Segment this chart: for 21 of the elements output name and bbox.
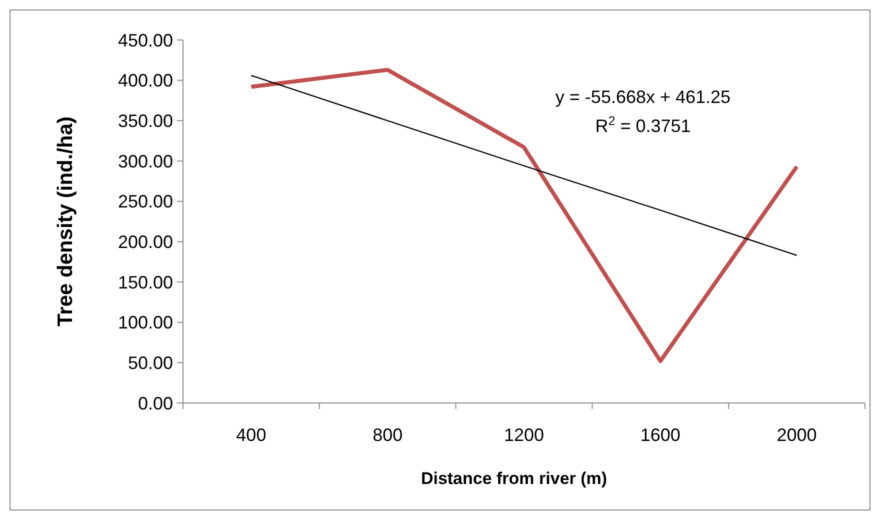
x-axis-title: Distance from river (m) [420, 469, 608, 488]
y-tick-label: 350.00 [118, 110, 173, 131]
y-tick-label: 300.00 [118, 151, 173, 172]
line-series [250, 74, 798, 256]
y-tick-label: 0.00 [138, 393, 173, 414]
line-series [249, 68, 799, 364]
annotation: R$^{2}$ = 0.3751 [595, 114, 691, 136]
y-tick-label: 400.00 [118, 70, 173, 91]
x-tick-label: 400 [236, 425, 266, 445]
y-tick-label: 450.00 [118, 30, 173, 50]
x-tick-label: 1600 [640, 425, 680, 445]
y-axis-title: Tree density (ind./ha) [54, 116, 77, 327]
y-tick-label: 200.00 [118, 232, 173, 252]
x-tick-label: 800 [372, 425, 403, 445]
y-tick-label: 50.00 [128, 352, 173, 373]
y-tick-label: 250.00 [118, 192, 173, 212]
y-tick-label: 100.00 [118, 312, 173, 333]
x-tick-label: 2000 [776, 425, 817, 445]
y-tick-label: 150.00 [118, 272, 173, 292]
annotation: y = -55.668x + 461.25 [555, 87, 731, 107]
x-tick-label: 1200 [504, 425, 544, 445]
